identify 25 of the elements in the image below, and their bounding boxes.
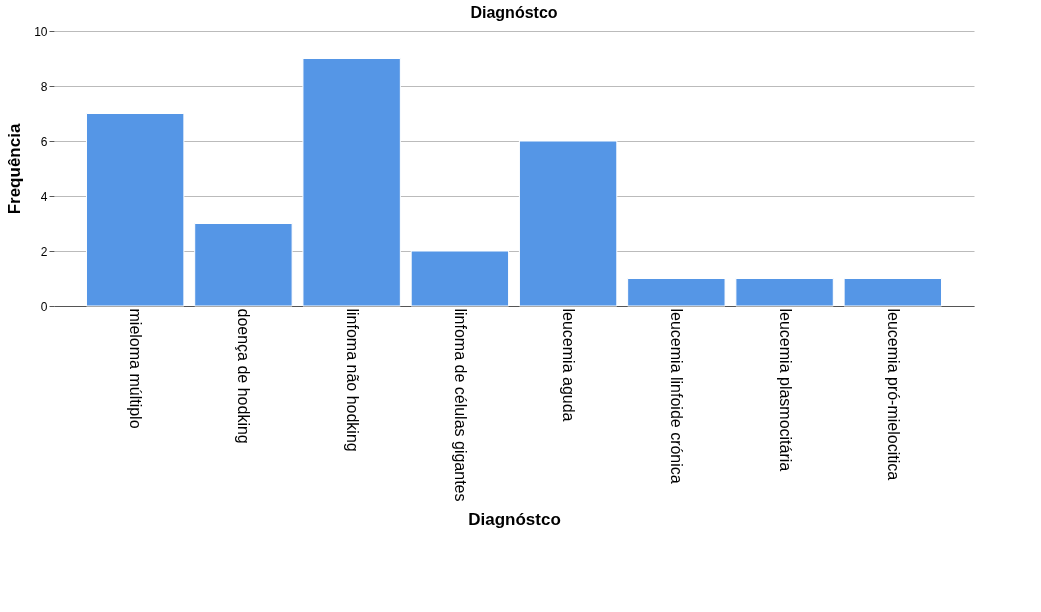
bar <box>843 278 943 307</box>
y-tick-label: 8 <box>40 79 48 94</box>
y-tick-label: 0 <box>40 299 48 314</box>
x-axis-title: Diagnóstco <box>468 509 561 529</box>
x-tick-label: leucemia plasmocitária <box>776 308 794 472</box>
bar <box>410 250 510 307</box>
x-tick-label: linfoma não hodking <box>343 308 361 452</box>
bar <box>518 140 618 307</box>
bar <box>194 223 293 307</box>
y-tick-label: 2 <box>40 244 48 259</box>
bar <box>735 278 834 307</box>
x-tick-label: mieloma múltiplo <box>127 308 145 429</box>
bar <box>627 278 726 307</box>
y-tick-label: 10 <box>34 24 48 39</box>
chart-title: Diagnóstco <box>470 4 558 21</box>
y-tick-label: 4 <box>40 189 48 204</box>
x-tick-label: linfoma de células gigantes <box>451 308 469 502</box>
x-tick-label: doença de hodking <box>235 308 253 444</box>
y-tick-label: 6 <box>40 134 48 149</box>
y-axis-title: Frequência <box>5 123 25 215</box>
x-tick-label: leucemia linfoide crónica <box>668 308 686 484</box>
x-tick-label: leucemia aguda <box>560 308 578 422</box>
x-tick-label: leucemia pró-mielocitica <box>884 308 902 481</box>
bar <box>85 113 185 307</box>
bar <box>302 58 401 307</box>
